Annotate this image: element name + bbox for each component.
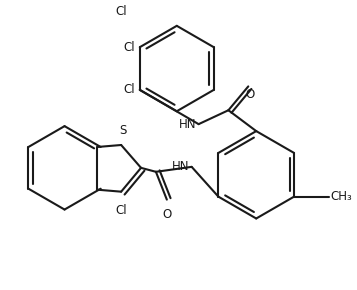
Text: HN: HN xyxy=(172,160,190,173)
Text: O: O xyxy=(246,88,255,101)
Text: Cl: Cl xyxy=(115,5,127,18)
Text: O: O xyxy=(162,208,171,221)
Text: CH₃: CH₃ xyxy=(331,190,353,203)
Text: Cl: Cl xyxy=(123,84,135,96)
Text: HN: HN xyxy=(179,118,197,130)
Text: Cl: Cl xyxy=(115,204,127,217)
Text: Cl: Cl xyxy=(123,41,135,54)
Text: S: S xyxy=(120,124,127,137)
